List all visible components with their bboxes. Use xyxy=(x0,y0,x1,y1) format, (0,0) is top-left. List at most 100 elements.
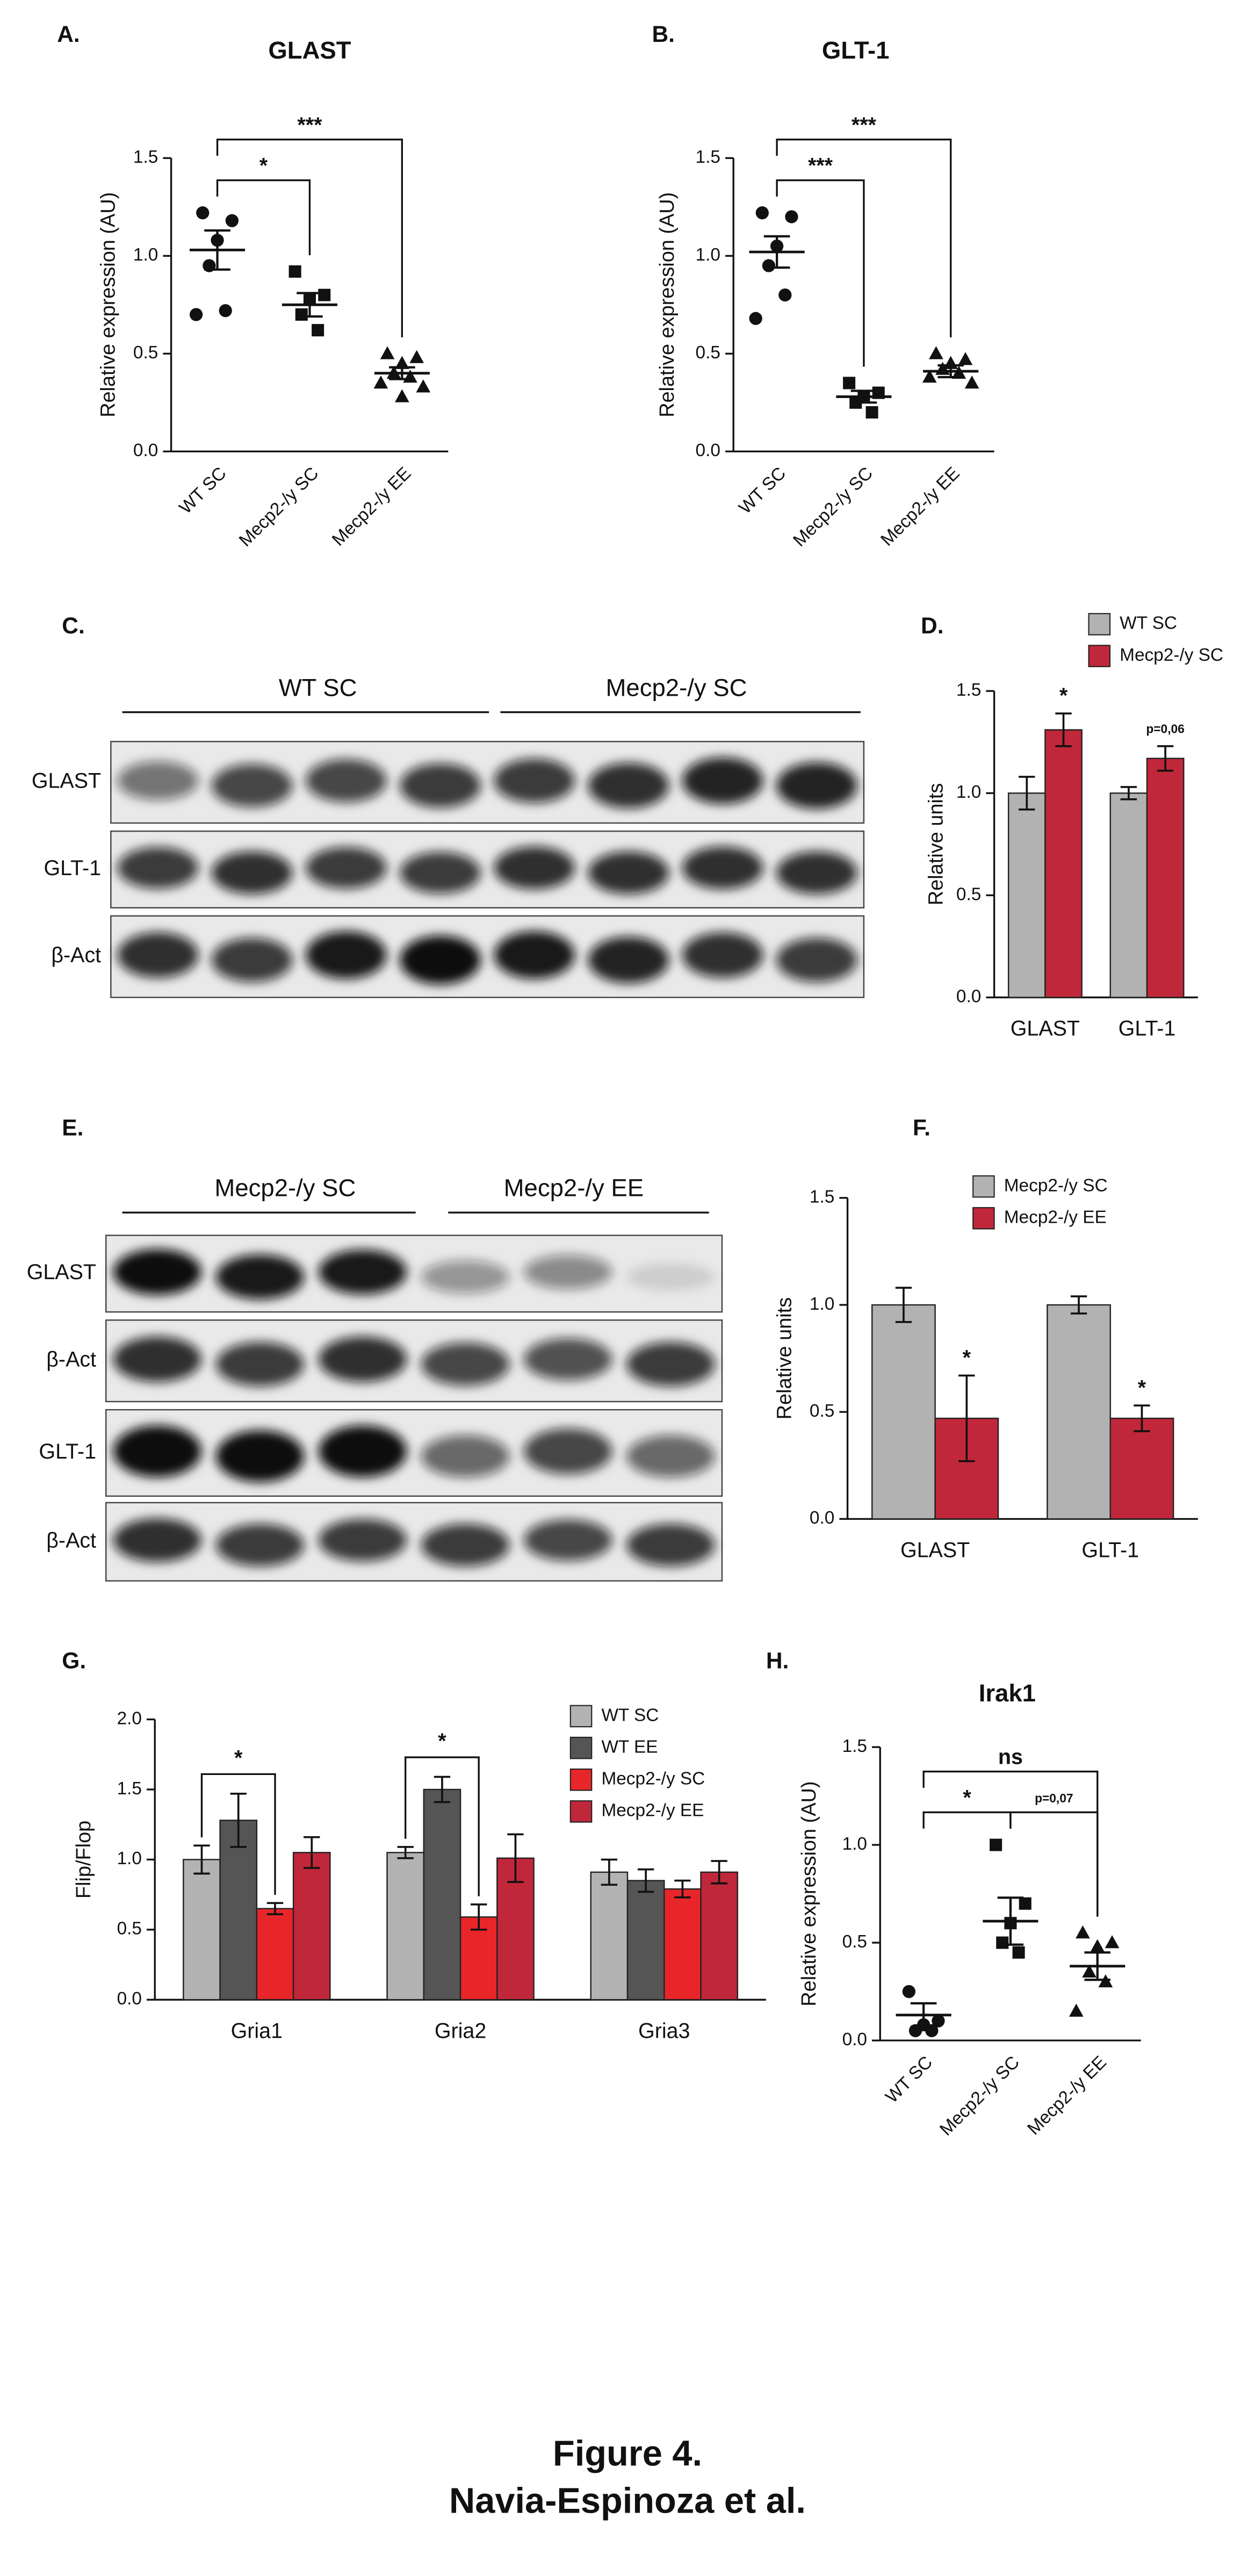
blot-band xyxy=(776,851,857,894)
blot-band xyxy=(626,1435,715,1477)
significance-label: * xyxy=(438,1729,446,1753)
legend-label: WT SC xyxy=(601,1705,659,1725)
legend-swatch xyxy=(1088,645,1111,667)
data-point xyxy=(394,389,409,402)
y-tick-label: 0.5 xyxy=(810,1401,834,1421)
data-point xyxy=(762,259,776,272)
blot-band xyxy=(117,761,199,800)
blot-band xyxy=(318,1249,407,1295)
significance-bracket xyxy=(404,1756,480,1896)
significance-label: *** xyxy=(297,113,322,137)
blot-band xyxy=(588,762,669,809)
x-tick-label: GLT-1 xyxy=(1119,1017,1176,1041)
data-point xyxy=(749,312,762,325)
blot-band xyxy=(524,1254,612,1289)
panel-label: D. xyxy=(921,613,943,638)
y-tick-label: 1.5 xyxy=(956,680,981,700)
significance-label: ns xyxy=(998,1745,1023,1769)
chart-title: GLAST xyxy=(268,37,351,64)
y-axis-title: Relative expression (AU) xyxy=(656,192,679,417)
blot-band xyxy=(318,1519,407,1562)
data-point xyxy=(1012,1946,1025,1959)
blot-band xyxy=(215,1254,305,1300)
data-point xyxy=(902,1985,915,1998)
data-point xyxy=(189,308,203,321)
panel-label: F. xyxy=(913,1115,931,1141)
significance-label: * xyxy=(234,1746,243,1770)
significance-label: * xyxy=(1059,684,1068,708)
blot-band xyxy=(682,757,763,804)
x-tick-label: Gria1 xyxy=(231,2019,283,2043)
data-point xyxy=(409,350,424,363)
significance-bracket xyxy=(216,139,403,337)
blot-group-label: WT SC xyxy=(279,674,357,701)
legend-swatch xyxy=(1088,613,1111,636)
y-tick-label: 0.5 xyxy=(956,884,981,904)
y-axis-title: Relative expression (AU) xyxy=(97,192,119,417)
data-point xyxy=(394,356,409,369)
blot-band xyxy=(400,935,481,985)
data-point xyxy=(1069,2003,1084,2017)
y-tick-label: 2.0 xyxy=(117,1708,142,1728)
blot-band xyxy=(494,846,575,890)
significance-bracket xyxy=(200,1773,276,1895)
blot-band xyxy=(215,1430,305,1482)
blot-frame xyxy=(105,1409,723,1497)
blot-band xyxy=(626,1341,715,1387)
y-tick-label: 0.0 xyxy=(810,1508,834,1528)
y-tick-label: 0.5 xyxy=(696,343,720,363)
legend-label: WT SC xyxy=(1120,614,1177,633)
data-point xyxy=(929,346,943,359)
x-tick-label: Gria3 xyxy=(638,2019,690,2043)
blot-band xyxy=(494,758,575,803)
data-point xyxy=(1090,1939,1105,1952)
significance-label: *** xyxy=(808,154,833,178)
y-tick-label: 1.5 xyxy=(133,147,158,167)
y-tick-label: 0.5 xyxy=(117,1919,142,1939)
significance-bracket xyxy=(776,139,952,337)
y-tick-label: 0.0 xyxy=(133,441,158,460)
x-tick-label: GLAST xyxy=(1011,1017,1080,1041)
bar xyxy=(1044,729,1083,998)
blot-band xyxy=(682,932,763,978)
y-tick-label: 1.0 xyxy=(956,782,981,802)
x-tick-label: GLT-1 xyxy=(1081,1538,1139,1562)
data-point xyxy=(373,375,388,389)
significance-label: *** xyxy=(852,113,877,137)
data-point xyxy=(755,206,769,220)
blot-band xyxy=(494,931,575,979)
bar xyxy=(1146,757,1185,998)
panel-label: H. xyxy=(766,1648,789,1673)
blot-band xyxy=(117,932,199,978)
y-tick-label: 1.0 xyxy=(133,245,158,265)
y-tick-label: 0.0 xyxy=(842,2030,867,2050)
blot-band xyxy=(400,763,481,808)
significance-bracket xyxy=(776,179,865,367)
legend-swatch xyxy=(569,1768,593,1791)
blot-band xyxy=(524,1519,612,1561)
data-point xyxy=(785,210,798,223)
figure-authors: Navia-Espinoza et al. xyxy=(449,2481,806,2521)
y-axis-title: Relative units xyxy=(925,783,947,906)
panel-label: G. xyxy=(62,1648,86,1673)
y-tick-label: 1.0 xyxy=(117,1849,142,1868)
blot-band xyxy=(113,1518,201,1562)
data-point xyxy=(958,352,973,365)
blot-band xyxy=(626,1524,715,1567)
figure-caption: Figure 4. xyxy=(553,2434,702,2473)
x-tick-label: GLAST xyxy=(900,1538,970,1562)
blot-band xyxy=(113,1249,201,1295)
bar xyxy=(590,1871,629,2001)
blot-band xyxy=(305,847,387,889)
bar xyxy=(256,1908,294,2001)
legend-label: Mecp2-/y SC xyxy=(1120,645,1223,665)
blot-band xyxy=(626,1263,715,1291)
data-point xyxy=(288,265,301,278)
legend-label: Mecp2-/y EE xyxy=(601,1801,704,1821)
blot-band xyxy=(421,1260,510,1294)
blot-band xyxy=(776,937,857,983)
panel-label: A. xyxy=(57,21,80,47)
bar xyxy=(292,1852,331,2001)
legend-label: Mecp2-/y SC xyxy=(1004,1175,1108,1195)
bar xyxy=(423,1788,461,2001)
